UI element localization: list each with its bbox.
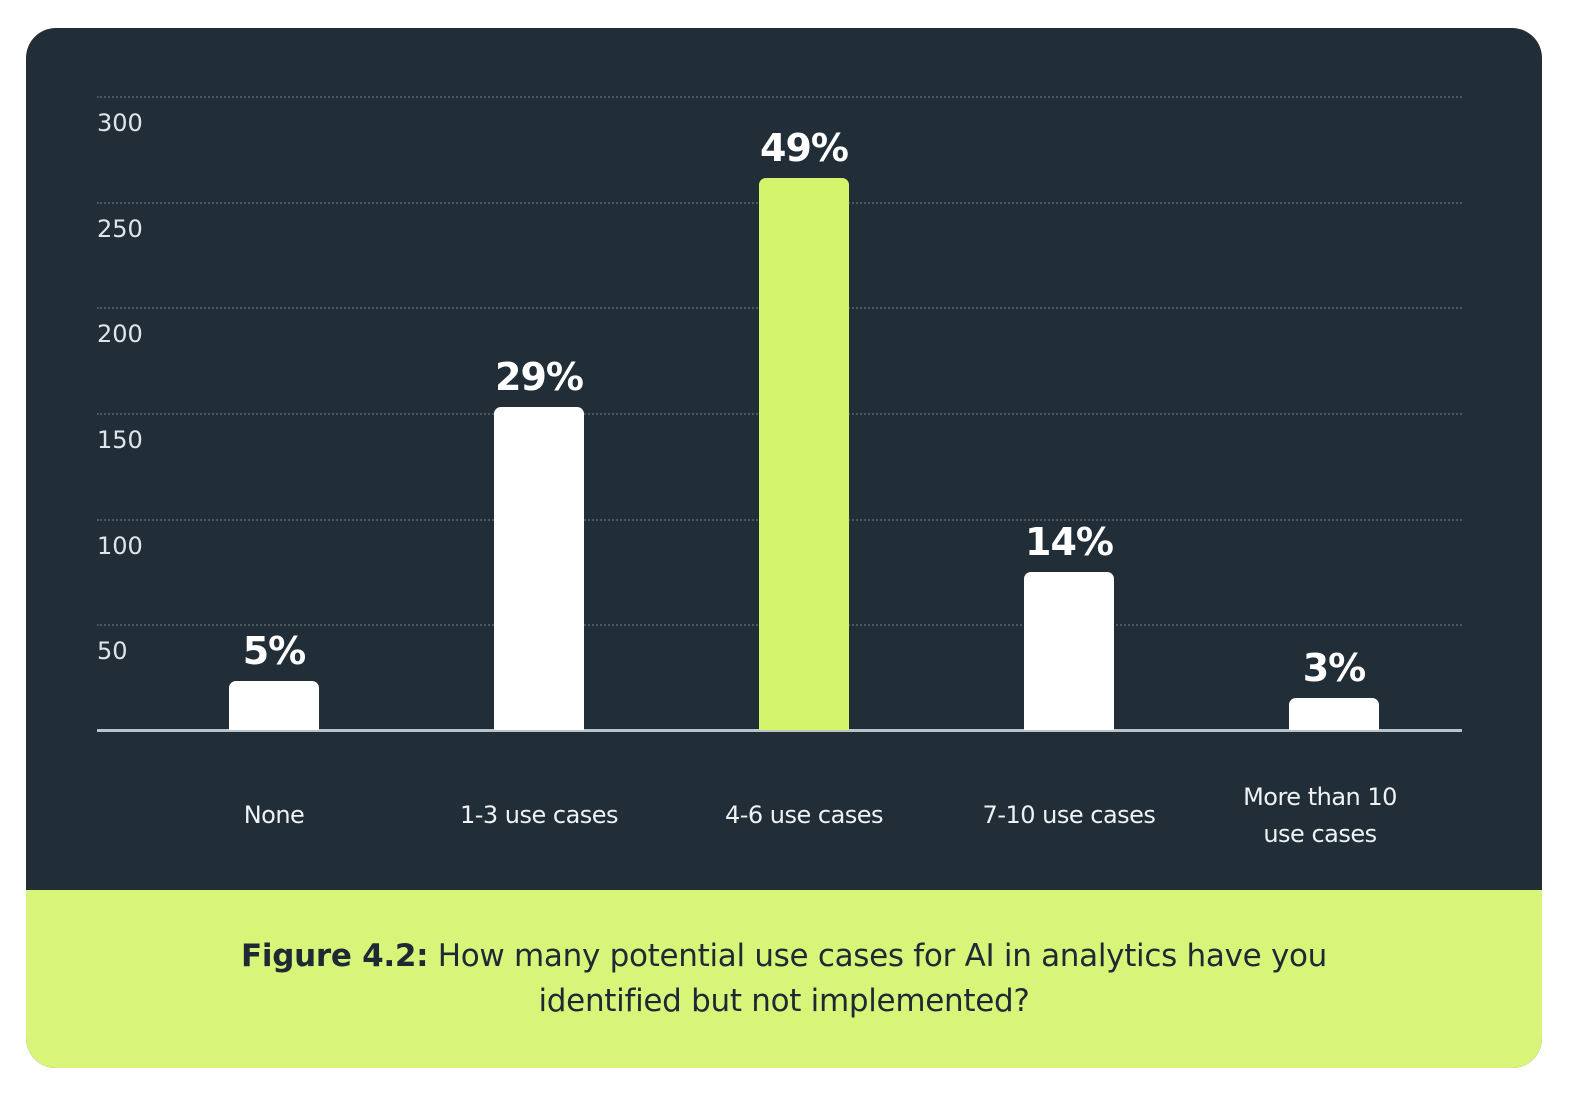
y-tick-label: 150 xyxy=(97,426,143,454)
x-category-label: More than 10 use cases xyxy=(1205,779,1435,853)
x-category-label-line1: More than 10 xyxy=(1243,783,1397,811)
x-category-label-line1: 7-10 use cases xyxy=(982,801,1156,829)
bar-value-label: 29% xyxy=(495,354,584,399)
x-category-label: 7-10 use cases xyxy=(954,797,1184,834)
bar-2 xyxy=(759,178,849,730)
x-category-label-line1: 4-6 use cases xyxy=(724,801,884,829)
bar-1 xyxy=(494,406,584,730)
x-category-label: None xyxy=(159,797,389,834)
x-category-label-line1: None xyxy=(243,801,305,829)
gridline-300 xyxy=(97,96,1462,98)
y-tick-label: 250 xyxy=(97,214,143,243)
x-category-label-line2: use cases xyxy=(1263,820,1377,848)
bar-0 xyxy=(229,681,319,730)
plot-area: 50 100 150 200 250 300 5% None 29% 1-3 use cases 4… xyxy=(26,28,1542,890)
bar-value-label: 14% xyxy=(1025,519,1114,564)
bar-value-label: 5% xyxy=(242,629,307,674)
y-tick-label: 200 xyxy=(97,320,143,349)
chart-card: 50 100 150 200 250 300 5% None 29% 1-3 use cases 4… xyxy=(26,28,1542,1068)
bar-3 xyxy=(1024,571,1114,730)
bar-4 xyxy=(1289,698,1379,730)
figure-caption: Figure 4.2: How many potential use cases… xyxy=(26,890,1542,1068)
caption-text: Figure 4.2: How many potential use cases… xyxy=(194,934,1374,1024)
x-category-label: 1-3 use cases xyxy=(424,797,654,834)
y-tick-label: 300 xyxy=(97,109,143,137)
bar-value-label: 3% xyxy=(1302,646,1367,691)
caption-question: How many potential use cases for AI in a… xyxy=(428,938,1328,1019)
caption-prefix: Figure 4.2: xyxy=(241,938,429,974)
x-category-label-line1: 1-3 use cases xyxy=(459,801,619,829)
x-category-label: 4-6 use cases xyxy=(689,797,919,834)
y-tick-label: 50 xyxy=(97,637,128,666)
y-tick-label: 100 xyxy=(97,531,143,560)
x-axis-baseline xyxy=(97,729,1462,732)
bar-value-label: 49% xyxy=(760,126,849,171)
